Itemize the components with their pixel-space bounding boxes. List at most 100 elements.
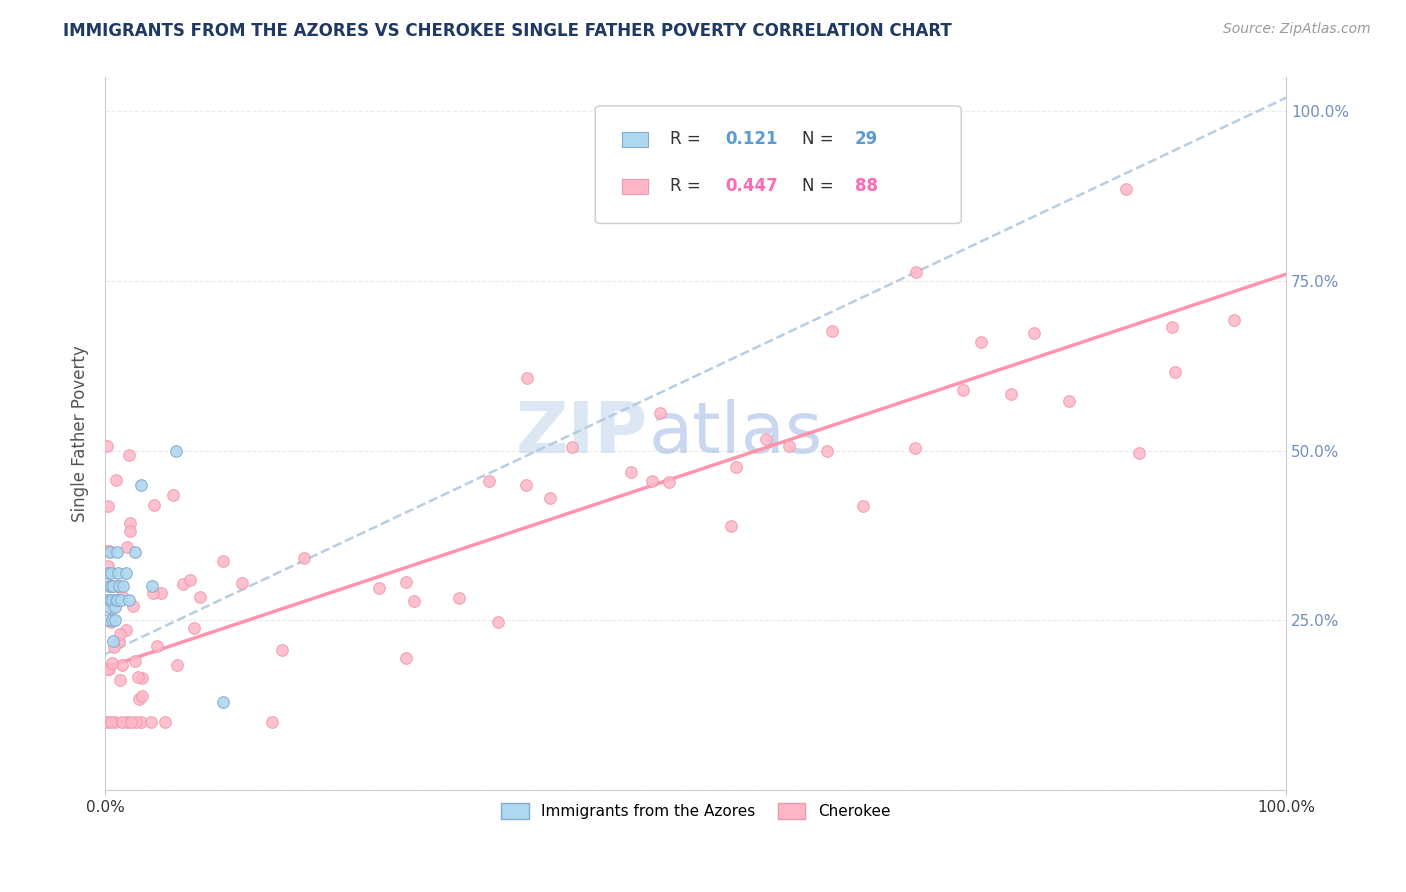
Point — [395, 574, 418, 589]
Point — [96, 543, 118, 558]
Point — [486, 615, 509, 629]
Point — [162, 488, 184, 502]
Point — [821, 324, 844, 338]
Point — [104, 599, 127, 614]
Point — [561, 441, 583, 455]
Point — [122, 599, 145, 613]
Point — [124, 545, 146, 559]
Point — [231, 576, 253, 591]
Point — [904, 441, 927, 455]
Point — [110, 673, 132, 688]
Point — [516, 370, 538, 384]
Point — [538, 491, 561, 506]
Point — [1223, 312, 1246, 326]
Point — [212, 554, 235, 568]
Point — [724, 459, 747, 474]
Point — [101, 601, 124, 615]
Legend: Immigrants from the Azores, Cherokee: Immigrants from the Azores, Cherokee — [495, 797, 896, 825]
Point — [150, 586, 173, 600]
Point — [101, 613, 124, 627]
Point — [394, 650, 416, 665]
Point — [101, 657, 124, 671]
Point — [1164, 365, 1187, 379]
Point — [127, 670, 149, 684]
Point — [103, 714, 125, 729]
Text: 88: 88 — [855, 178, 877, 195]
Point — [111, 714, 134, 729]
Point — [1000, 387, 1022, 401]
Point — [108, 627, 131, 641]
Point — [103, 579, 125, 593]
Point — [141, 579, 163, 593]
Text: N =: N = — [801, 130, 839, 148]
Point — [1128, 446, 1150, 460]
Y-axis label: Single Father Poverty: Single Father Poverty — [72, 345, 89, 522]
Point — [904, 265, 927, 279]
Point — [110, 593, 132, 607]
Point — [650, 406, 672, 420]
Point — [115, 623, 138, 637]
Point — [1115, 182, 1137, 196]
Point — [101, 593, 124, 607]
Point — [658, 475, 681, 489]
Point — [97, 599, 120, 614]
Text: R =: R = — [669, 130, 706, 148]
Text: atlas: atlas — [648, 400, 823, 468]
Point — [108, 579, 131, 593]
Point — [104, 579, 127, 593]
Point — [515, 478, 537, 492]
Point — [153, 714, 176, 729]
Text: 29: 29 — [855, 130, 879, 148]
Text: 0.447: 0.447 — [725, 178, 778, 195]
Point — [179, 573, 201, 587]
Point — [128, 691, 150, 706]
Point — [96, 593, 118, 607]
Point — [100, 566, 122, 580]
Point — [754, 432, 776, 446]
Point — [96, 439, 118, 453]
Point — [183, 621, 205, 635]
Point — [105, 545, 128, 559]
Point — [97, 613, 120, 627]
Point — [98, 593, 121, 607]
Point — [104, 613, 127, 627]
Point — [111, 579, 134, 593]
Text: 0.121: 0.121 — [725, 130, 778, 148]
Point — [124, 714, 146, 729]
Point — [131, 690, 153, 704]
Point — [142, 498, 165, 512]
Point — [720, 519, 742, 533]
Point — [778, 439, 800, 453]
Point — [97, 579, 120, 593]
Point — [100, 615, 122, 630]
Point — [142, 585, 165, 599]
Point — [98, 545, 121, 559]
Point — [292, 551, 315, 566]
Point — [146, 640, 169, 654]
Point — [98, 663, 121, 677]
Point — [620, 465, 643, 479]
Point — [165, 443, 187, 458]
Point — [111, 589, 134, 603]
Point — [117, 714, 139, 729]
Point — [402, 594, 425, 608]
Point — [172, 577, 194, 591]
Point — [1022, 326, 1045, 341]
Point — [103, 640, 125, 654]
Point — [260, 714, 283, 729]
Point — [98, 544, 121, 558]
Point — [188, 591, 211, 605]
Point — [124, 654, 146, 668]
Text: Source: ZipAtlas.com: Source: ZipAtlas.com — [1223, 22, 1371, 37]
Point — [115, 540, 138, 554]
Point — [952, 384, 974, 398]
Point — [97, 558, 120, 573]
Point — [129, 477, 152, 491]
Text: ZIP: ZIP — [516, 400, 648, 468]
Point — [129, 714, 152, 729]
Point — [96, 714, 118, 729]
Point — [852, 499, 875, 513]
Point — [105, 593, 128, 607]
Point — [166, 658, 188, 673]
Point — [111, 658, 134, 673]
